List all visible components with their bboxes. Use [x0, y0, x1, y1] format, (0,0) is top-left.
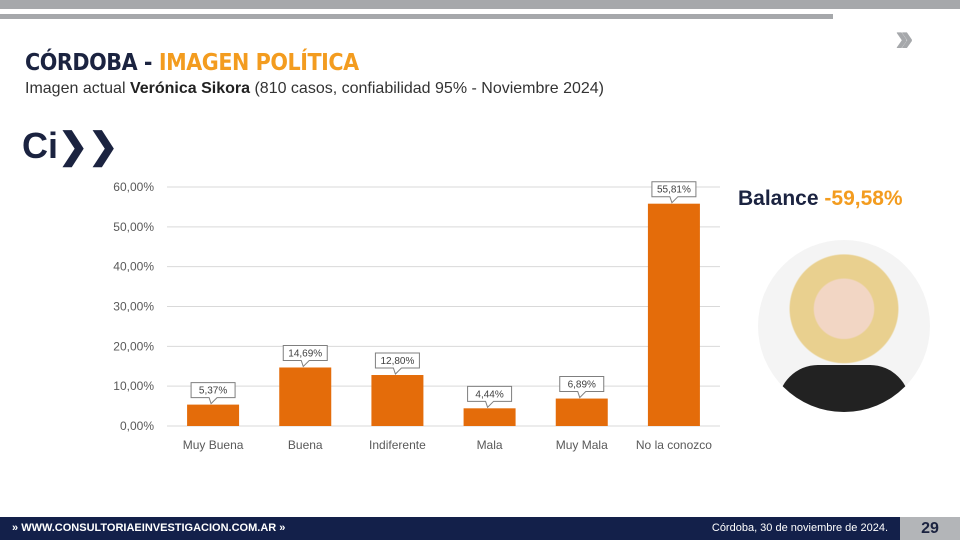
- data-label-callout: [282, 344, 328, 368]
- top-bar: [0, 0, 960, 9]
- company-logo: Ci❯❯: [22, 125, 119, 166]
- data-label-callout: [559, 376, 605, 399]
- bar: [555, 398, 608, 426]
- y-tick-label: 60,00%: [113, 180, 154, 194]
- balance-label: Balance: [738, 187, 825, 210]
- page-title: CÓRDOBA - IMAGEN POLÍTICA: [25, 50, 359, 76]
- page-subtitle: Imagen actual Verónica Sikora (810 casos…: [25, 80, 604, 98]
- x-tick-label: Buena: [288, 438, 323, 452]
- website-link[interactable]: » WWW.CONSULTORIAEINVESTIGACION.COM.AR »: [12, 522, 286, 534]
- bar: [279, 367, 332, 426]
- balance-value: -59,58%: [824, 187, 903, 210]
- data-label-callout: [374, 352, 420, 375]
- page-number: 29: [900, 517, 960, 540]
- website-url[interactable]: WWW.CONSULTORIAEINVESTIGACION.COM.AR: [21, 522, 277, 534]
- y-tick-label: 0,00%: [120, 419, 154, 433]
- bar: [187, 404, 240, 426]
- bar: [647, 203, 700, 426]
- data-label: 14,69%: [288, 348, 322, 359]
- data-label: 4,44%: [475, 389, 503, 400]
- y-tick-label: 50,00%: [113, 220, 154, 234]
- subtitle-name: Verónica Sikora: [129, 80, 251, 97]
- data-label: 6,89%: [568, 380, 596, 391]
- footer: » WWW.CONSULTORIAEINVESTIGACION.COM.AR »…: [0, 517, 900, 540]
- y-tick-label: 30,00%: [113, 300, 154, 314]
- x-tick-label: Muy Mala: [556, 438, 608, 452]
- title-region: CÓRDOBA -: [25, 50, 159, 76]
- y-tick-label: 10,00%: [113, 379, 154, 393]
- y-tick-label: 40,00%: [113, 260, 154, 274]
- title-topic: IMAGEN POLÍTICA: [158, 50, 359, 76]
- x-tick-label: Muy Buena: [183, 438, 244, 452]
- data-label: 55,81%: [657, 185, 691, 196]
- x-tick-label: Mala: [477, 438, 503, 452]
- data-label-callout: [651, 181, 697, 204]
- subtitle-suffix: (810 casos, confiabilidad 95% - Noviembr…: [250, 80, 604, 97]
- balance: Balance -59,58%: [738, 187, 903, 211]
- data-label-callout: [467, 385, 513, 409]
- bar: [371, 375, 424, 426]
- top-bar-secondary: [0, 14, 833, 19]
- data-label: 12,80%: [380, 356, 414, 367]
- x-tick-label: Indiferente: [369, 438, 426, 452]
- bar: [463, 408, 516, 426]
- x-tick-label: No la conozco: [636, 438, 712, 452]
- data-label-callout: [190, 382, 236, 405]
- candidate-photo: [758, 240, 930, 412]
- data-label: 5,37%: [199, 386, 227, 397]
- subtitle-prefix: Imagen actual: [25, 80, 130, 97]
- y-tick-label: 20,00%: [113, 339, 154, 353]
- footer-date: Córdoba, 30 de noviembre de 2024.: [711, 522, 888, 534]
